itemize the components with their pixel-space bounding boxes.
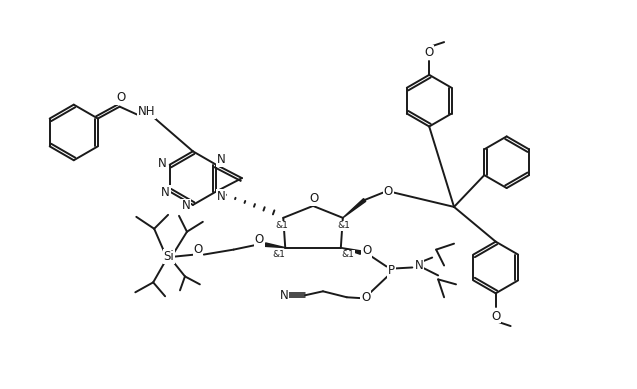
Text: N: N — [161, 186, 170, 199]
Text: &1: &1 — [273, 250, 286, 259]
Text: O: O — [362, 244, 371, 257]
Text: O: O — [361, 291, 370, 304]
Text: O: O — [193, 243, 203, 256]
Text: O: O — [425, 46, 434, 58]
Text: &1: &1 — [341, 250, 354, 259]
Polygon shape — [265, 243, 285, 248]
Text: O: O — [310, 193, 318, 205]
Text: N: N — [182, 200, 190, 212]
Text: N: N — [415, 259, 424, 272]
Text: N: N — [159, 157, 167, 170]
Text: O: O — [116, 91, 125, 104]
Text: P: P — [388, 264, 395, 277]
Text: O: O — [491, 310, 500, 322]
Text: Si: Si — [164, 250, 175, 263]
Polygon shape — [343, 199, 366, 218]
Text: N: N — [217, 190, 225, 203]
Text: N: N — [217, 153, 225, 166]
Polygon shape — [341, 248, 361, 254]
Text: &1: &1 — [276, 221, 289, 230]
Text: N: N — [280, 289, 289, 302]
Text: &1: &1 — [338, 221, 350, 230]
Text: O: O — [384, 184, 393, 198]
Text: NH: NH — [138, 105, 155, 118]
Text: O: O — [255, 233, 264, 246]
